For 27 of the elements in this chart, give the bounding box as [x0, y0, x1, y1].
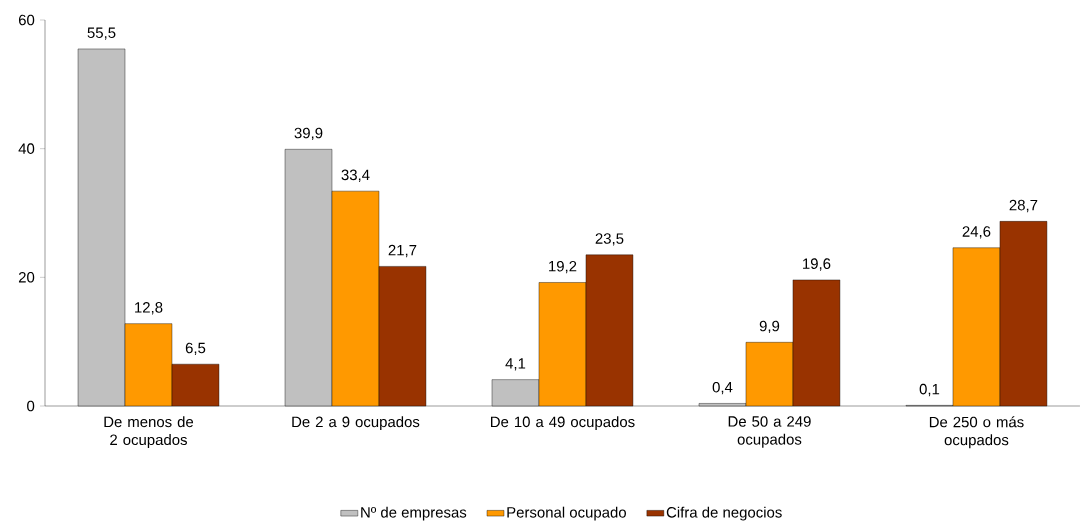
- legend-label: Nº de empresas: [361, 506, 467, 521]
- legend-label: Personal ocupado: [507, 506, 626, 521]
- data-label: 6,5: [185, 342, 206, 355]
- data-label: 19,2: [549, 260, 577, 274]
- data-label: 55,5: [87, 27, 116, 40]
- legend-label: Cifra de negocios: [666, 506, 782, 521]
- data-label: 0,1: [919, 383, 940, 397]
- x-tick-label: De 250 o más ocupados: [929, 416, 1024, 449]
- data-label: 12,8: [135, 302, 163, 315]
- x-tick-label: De menos de 2 ocupados: [104, 416, 194, 449]
- data-label: 23,5: [595, 233, 624, 246]
- data-label: 19,6: [803, 258, 831, 271]
- data-label: 24,6: [962, 226, 991, 239]
- y-tick-label: 60: [18, 14, 35, 26]
- data-label: 33,4: [341, 169, 370, 182]
- data-label: 0,4: [712, 381, 733, 395]
- x-tick-label: De 2 a 9 ocupados: [292, 416, 420, 431]
- data-label: 28,7: [1009, 199, 1038, 213]
- data-label: 9,9: [759, 320, 780, 334]
- x-tick-label: De 10 a 49 ocupados: [491, 416, 635, 431]
- y-tick-label: 40: [18, 143, 35, 154]
- y-tick-label: 0: [27, 400, 35, 412]
- x-tick-label: De 50 a 249 ocupados: [728, 416, 811, 448]
- data-label: 4,1: [505, 358, 526, 371]
- data-label: 39,9: [294, 127, 323, 141]
- data-label: 21,7: [388, 244, 417, 258]
- y-tick-label: 20: [18, 272, 35, 283]
